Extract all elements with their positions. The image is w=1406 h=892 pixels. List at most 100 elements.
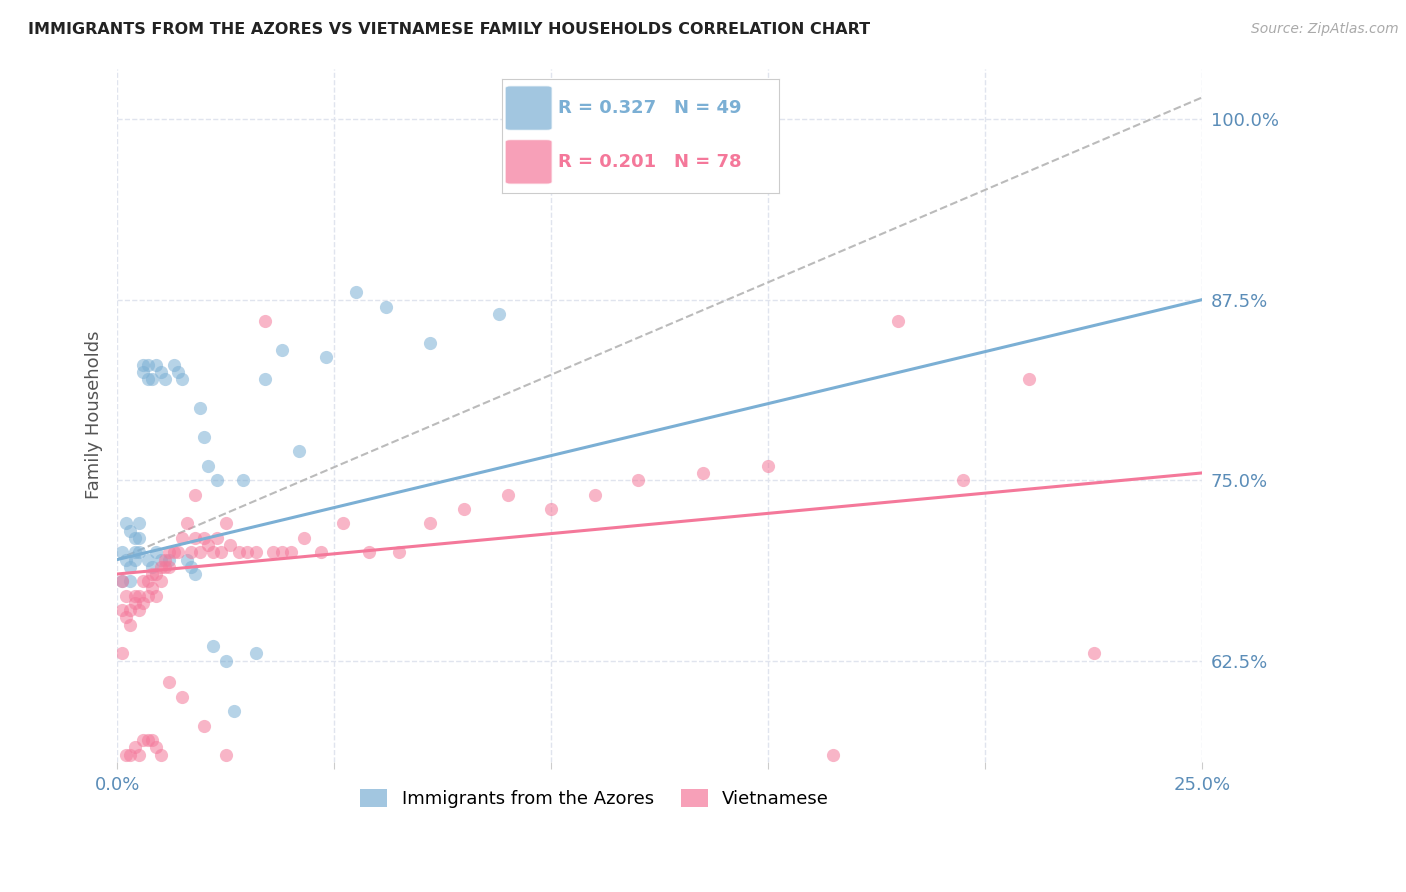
- Point: [136, 733, 159, 747]
- Point: [132, 574, 155, 589]
- Point: [193, 719, 215, 733]
- Point: [128, 589, 150, 603]
- Point: [145, 358, 167, 372]
- Point: [128, 545, 150, 559]
- Legend: Immigrants from the Azores, Vietnamese: Immigrants from the Azores, Vietnamese: [353, 781, 837, 815]
- Point: [162, 545, 184, 559]
- Point: [1018, 372, 1040, 386]
- Point: [120, 574, 142, 589]
- Point: [145, 567, 167, 582]
- Point: [153, 552, 176, 566]
- Point: [120, 559, 142, 574]
- Point: [176, 552, 198, 566]
- Point: [496, 487, 519, 501]
- Point: [149, 365, 172, 379]
- Point: [145, 545, 167, 559]
- Point: [262, 545, 284, 559]
- Point: [253, 314, 276, 328]
- Point: [453, 502, 475, 516]
- Y-axis label: Family Households: Family Households: [86, 331, 103, 500]
- Point: [176, 516, 198, 531]
- Point: [132, 733, 155, 747]
- Point: [232, 473, 254, 487]
- Point: [245, 545, 267, 559]
- Point: [115, 747, 138, 762]
- Point: [124, 531, 146, 545]
- Point: [153, 559, 176, 574]
- Point: [167, 545, 190, 559]
- Point: [288, 444, 311, 458]
- Point: [132, 596, 155, 610]
- Point: [271, 343, 294, 358]
- Point: [120, 524, 142, 538]
- Point: [124, 589, 146, 603]
- Point: [419, 516, 441, 531]
- Point: [110, 603, 132, 617]
- Point: [141, 559, 163, 574]
- Point: [149, 574, 172, 589]
- Point: [128, 747, 150, 762]
- Point: [388, 545, 411, 559]
- Point: [228, 545, 250, 559]
- Point: [692, 466, 714, 480]
- Point: [887, 314, 910, 328]
- Point: [315, 351, 337, 365]
- Point: [219, 538, 242, 552]
- Point: [236, 545, 259, 559]
- Point: [149, 552, 172, 566]
- Point: [115, 610, 138, 624]
- Point: [145, 589, 167, 603]
- Point: [215, 654, 238, 668]
- Point: [184, 567, 207, 582]
- Point: [184, 531, 207, 545]
- Point: [488, 307, 510, 321]
- Point: [136, 589, 159, 603]
- Point: [205, 473, 228, 487]
- Point: [253, 372, 276, 386]
- Point: [132, 365, 155, 379]
- Point: [197, 538, 219, 552]
- Point: [172, 690, 194, 704]
- Point: [180, 559, 202, 574]
- Point: [540, 502, 562, 516]
- Point: [419, 335, 441, 350]
- Point: [141, 733, 163, 747]
- Point: [110, 545, 132, 559]
- Point: [224, 704, 246, 718]
- Point: [110, 574, 132, 589]
- Point: [115, 552, 138, 566]
- Point: [120, 617, 142, 632]
- Point: [823, 747, 845, 762]
- Point: [209, 545, 232, 559]
- Point: [120, 747, 142, 762]
- Point: [149, 747, 172, 762]
- Point: [141, 567, 163, 582]
- Point: [188, 545, 211, 559]
- Point: [1083, 647, 1105, 661]
- Point: [145, 740, 167, 755]
- Point: [215, 516, 238, 531]
- Point: [172, 531, 194, 545]
- Point: [583, 487, 606, 501]
- Point: [128, 603, 150, 617]
- Point: [344, 285, 367, 300]
- Point: [132, 358, 155, 372]
- Text: IMMIGRANTS FROM THE AZORES VS VIETNAMESE FAMILY HOUSEHOLDS CORRELATION CHART: IMMIGRANTS FROM THE AZORES VS VIETNAMESE…: [28, 22, 870, 37]
- Point: [952, 473, 974, 487]
- Point: [201, 545, 224, 559]
- Point: [153, 372, 176, 386]
- Point: [756, 458, 779, 473]
- Point: [124, 596, 146, 610]
- Point: [193, 430, 215, 444]
- Text: Source: ZipAtlas.com: Source: ZipAtlas.com: [1251, 22, 1399, 37]
- Point: [128, 516, 150, 531]
- Point: [128, 531, 150, 545]
- Point: [162, 358, 184, 372]
- Point: [157, 545, 180, 559]
- Point: [120, 603, 142, 617]
- Point: [124, 552, 146, 566]
- Point: [124, 545, 146, 559]
- Point: [124, 740, 146, 755]
- Point: [184, 487, 207, 501]
- Point: [141, 582, 163, 596]
